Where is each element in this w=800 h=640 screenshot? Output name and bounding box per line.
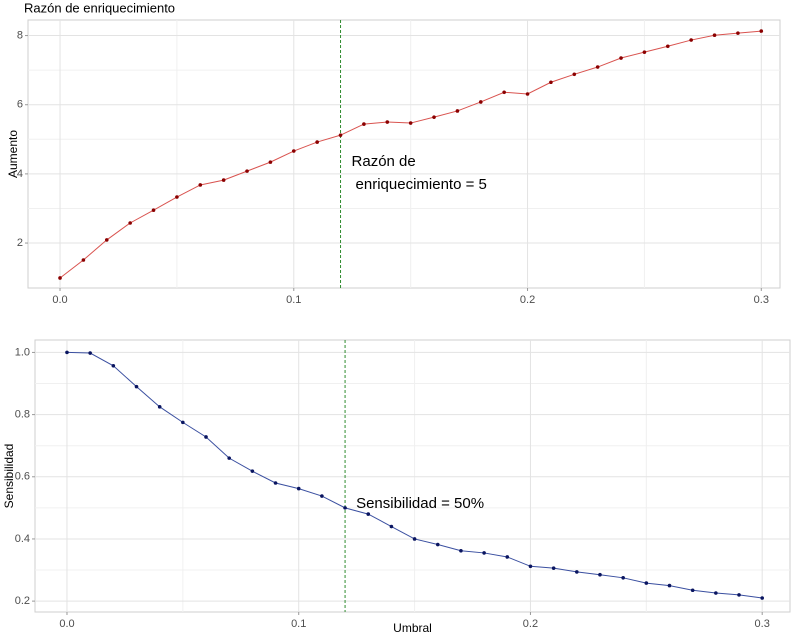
data-point bbox=[227, 456, 231, 460]
y-tick-label: 0.8 bbox=[15, 409, 30, 421]
data-point bbox=[338, 133, 343, 137]
data-point bbox=[157, 405, 162, 409]
data-point bbox=[221, 178, 226, 182]
data-point bbox=[736, 31, 740, 35]
y-tick-label: 4 bbox=[17, 168, 23, 180]
data-point bbox=[320, 494, 324, 498]
data-point bbox=[459, 548, 463, 553]
data-point bbox=[502, 90, 506, 95]
data-point bbox=[88, 351, 92, 355]
data-point bbox=[690, 588, 695, 593]
data-point bbox=[760, 596, 764, 600]
data-point bbox=[104, 238, 109, 242]
data-point bbox=[81, 258, 86, 262]
data-point bbox=[343, 506, 347, 510]
data-point bbox=[151, 208, 156, 212]
data-point bbox=[65, 350, 69, 355]
data-point bbox=[528, 564, 533, 569]
panel bbox=[34, 339, 791, 613]
data-point bbox=[245, 169, 249, 173]
annotation: enriquecimiento = 5 bbox=[356, 176, 487, 193]
data-point bbox=[714, 591, 718, 595]
data-point bbox=[250, 469, 255, 473]
x-tick-label: 0.2 bbox=[520, 294, 535, 306]
data-point bbox=[642, 50, 647, 54]
data-point bbox=[198, 183, 203, 187]
data-point bbox=[572, 72, 577, 77]
data-point bbox=[482, 551, 486, 555]
data-point bbox=[181, 420, 185, 425]
data-point bbox=[455, 109, 460, 113]
data-point bbox=[621, 576, 625, 580]
x-tick-label: 0.0 bbox=[52, 294, 67, 306]
data-point bbox=[412, 537, 417, 541]
data-point bbox=[505, 555, 510, 559]
x-tick-label: 0.1 bbox=[286, 294, 301, 306]
chart-title: Razón de enriquecimiento bbox=[24, 0, 175, 15]
data-point bbox=[58, 276, 62, 280]
annotation: Sensibilidad = 50% bbox=[356, 495, 484, 512]
data-point bbox=[408, 121, 413, 125]
data-point bbox=[525, 92, 530, 96]
y-tick-label: 0.4 bbox=[15, 533, 30, 545]
x-tick-label: 0.2 bbox=[523, 618, 538, 630]
x-axis-title: Umbral bbox=[393, 621, 432, 635]
data-point bbox=[598, 572, 602, 577]
data-point bbox=[315, 140, 319, 144]
data-point bbox=[204, 435, 208, 439]
data-point bbox=[128, 221, 132, 225]
data-point bbox=[619, 56, 623, 60]
data-point bbox=[551, 566, 556, 570]
x-tick-label: 0.0 bbox=[59, 618, 74, 630]
x-tick-label: 0.3 bbox=[755, 618, 770, 630]
x-tick-label: 0.1 bbox=[291, 618, 306, 630]
data-point bbox=[366, 512, 371, 516]
data-point bbox=[712, 33, 717, 38]
data-point bbox=[291, 149, 296, 153]
x-tick-label: 0.3 bbox=[754, 294, 769, 306]
y-tick-label: 6 bbox=[17, 99, 23, 111]
data-point bbox=[435, 542, 440, 547]
data-point bbox=[689, 38, 693, 42]
y-axis-title: Sensibilidad bbox=[2, 444, 16, 509]
data-point bbox=[175, 195, 179, 199]
y-tick-label: 1.0 bbox=[15, 346, 30, 358]
data-point bbox=[478, 100, 483, 104]
data-point bbox=[432, 115, 436, 119]
data-point bbox=[759, 29, 764, 33]
data-point bbox=[575, 570, 579, 574]
data-point bbox=[644, 581, 649, 585]
data-point bbox=[549, 80, 553, 85]
data-point bbox=[385, 120, 390, 124]
data-point bbox=[362, 122, 366, 126]
data-point bbox=[389, 524, 394, 529]
data-point bbox=[273, 481, 278, 485]
y-tick-label: 0.6 bbox=[15, 471, 30, 483]
annotation: Razón de bbox=[352, 153, 416, 170]
data-point bbox=[296, 486, 301, 491]
y-tick-label: 2 bbox=[17, 237, 23, 249]
data-point bbox=[134, 384, 139, 389]
data-point bbox=[667, 583, 672, 588]
data-point bbox=[665, 44, 670, 49]
data-point bbox=[595, 65, 600, 69]
data-point bbox=[268, 160, 273, 164]
y-tick-label: 8 bbox=[17, 29, 23, 41]
data-point bbox=[111, 364, 116, 368]
y-tick-label: 0.2 bbox=[15, 595, 30, 607]
data-point bbox=[737, 593, 741, 597]
y-axis-title: Aumento bbox=[6, 130, 20, 178]
